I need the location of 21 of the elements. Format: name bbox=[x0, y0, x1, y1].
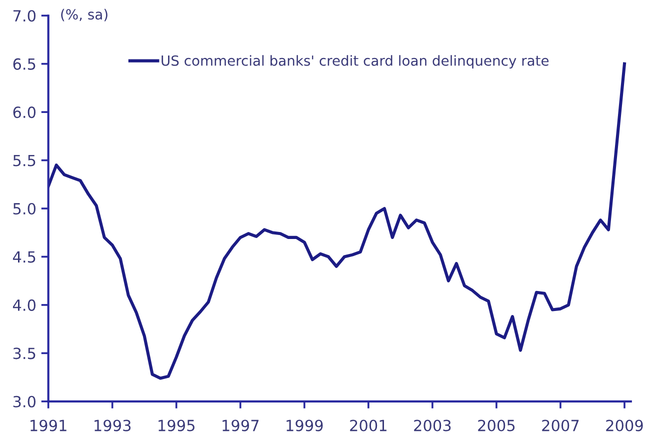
x-tick-label: 2001 bbox=[350, 420, 386, 432]
x-tick-label: 2005 bbox=[478, 420, 515, 432]
y-axis-title: (%, sa) bbox=[61, 8, 108, 22]
x-tick-label: 1997 bbox=[222, 420, 259, 432]
y-tick-label: 3.5 bbox=[13, 348, 36, 360]
x-tick-label: 2007 bbox=[542, 420, 579, 432]
x-tick-label: 1993 bbox=[94, 420, 131, 432]
x-tick-label: 2003 bbox=[414, 420, 451, 432]
y-tick-label: 7.0 bbox=[13, 10, 36, 22]
legend-label: US commercial banks' credit card loan delinquency rate bbox=[162, 55, 549, 69]
y-tick-label: 5.0 bbox=[13, 202, 36, 215]
y-tick-label: 4.0 bbox=[12, 299, 36, 311]
x-tick-label: 1999 bbox=[286, 420, 323, 432]
y-tick-label: 5.5 bbox=[13, 154, 36, 166]
x-tick-label: 1991 bbox=[30, 420, 66, 432]
y-tick-label: 6.0 bbox=[13, 106, 36, 118]
x-tick-label: 2009 bbox=[606, 420, 643, 432]
y-tick-label: 6.5 bbox=[13, 58, 36, 70]
y-tick-label: 4.5 bbox=[12, 251, 36, 263]
x-tick-label: 1995 bbox=[158, 420, 194, 432]
y-tick-label: 3.0 bbox=[13, 396, 36, 408]
